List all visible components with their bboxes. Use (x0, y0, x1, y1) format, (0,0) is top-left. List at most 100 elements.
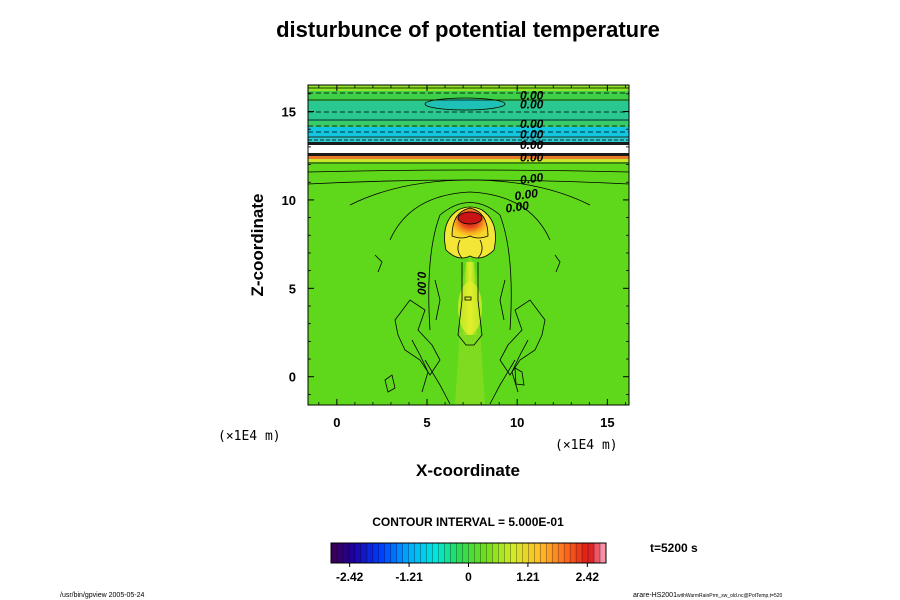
colorbar-tick-label: 0 (465, 570, 472, 584)
contour-interval-text: CONTOUR INTERVAL = 5.000E-01 (372, 515, 564, 529)
y-axis-label: Z-coordinate (248, 194, 267, 297)
contour-line (511, 339, 529, 393)
colorbar-cell (426, 543, 433, 563)
contour-line (514, 367, 525, 386)
contour-line (424, 97, 506, 111)
colorbar (330, 543, 607, 563)
plume-core (458, 282, 482, 334)
colorbar-cell (378, 543, 386, 563)
colorbar-cell (354, 543, 362, 563)
band (308, 156, 629, 159)
colorbar-cell (372, 543, 380, 563)
contour-line (457, 211, 483, 225)
footer-right-main: arare-HS2001 (633, 592, 677, 599)
x-ticks: 0 5 10 15 (318, 85, 626, 430)
colorbar-cell (360, 543, 368, 563)
colorbar-cell (444, 543, 451, 563)
contour-line (457, 262, 483, 346)
contour-label: 0.00 (519, 170, 544, 187)
colorbar-cell (504, 543, 511, 563)
plot-area: 0.000.000.000.000.000.000.000.000.000.00… (282, 84, 630, 430)
time-text: t=5200 s (650, 541, 698, 555)
footer-left: /usr/bin/gpview 2005-05-24 (60, 592, 145, 599)
band (308, 142, 629, 145)
y-tick-label: 5 (289, 281, 296, 296)
colorbar-cell (486, 543, 493, 563)
contour-line (554, 254, 561, 273)
contour-label: 0.00 (520, 150, 544, 164)
band (308, 153, 629, 156)
colorbar-cell (414, 543, 421, 563)
band (308, 91, 629, 101)
contour-label: 0.00 (520, 89, 544, 103)
x-tick-label: 10 (510, 415, 524, 430)
colorbar-cell (588, 543, 595, 563)
contour-label: 0.00 (505, 198, 530, 215)
band-ellipse (427, 99, 503, 109)
x-axis-label: X-coordinate (416, 461, 520, 480)
x-tick-label: 5 (423, 415, 430, 430)
colorbar-cell (564, 543, 571, 563)
footer-right-sub: withWarmRainPrm_sw_old.nc@PotTemp,t=520 (677, 593, 783, 599)
x-unit-label: (×1E4 m) (555, 438, 618, 453)
contour-line (411, 339, 429, 393)
colorbar-cell (456, 543, 463, 563)
contour-line (424, 359, 451, 405)
colorbar-cell (348, 543, 356, 563)
contour-lines (308, 87, 629, 405)
colorbar-cell (366, 543, 374, 563)
colorbar-cell (534, 543, 541, 563)
y-ticks: 0 5 10 15 (282, 93, 629, 395)
y-tick-label: 0 (289, 370, 296, 385)
colorbar-cell (600, 543, 607, 563)
colorbar-cell (522, 543, 529, 563)
colorbar-cell (336, 543, 344, 563)
contour-line (434, 279, 441, 321)
contour-line (389, 191, 551, 241)
z-unit-label: (×1E4 m) (218, 429, 281, 444)
contour-line (444, 206, 496, 259)
contour-label: 0.00 (520, 97, 544, 111)
colorbar-cell (402, 543, 410, 563)
colorbar-cell (510, 543, 517, 563)
colorbar-cell (468, 543, 475, 563)
footer-right: arare-HS2001withWarmRainPrm_sw_old.nc@Po… (633, 592, 783, 599)
colorbar-cell (450, 543, 457, 563)
colorbar-tick-label: -1.21 (395, 570, 423, 584)
colorbar-cell (576, 543, 583, 563)
band (308, 121, 629, 127)
colorbar-cell (342, 543, 350, 563)
band (308, 145, 629, 153)
contour-label: 0.00 (415, 271, 429, 295)
colorbar-tick-label: -2.42 (336, 570, 364, 584)
contour-line (394, 299, 441, 376)
contour-line (457, 239, 463, 259)
colorbar-cell (474, 543, 481, 563)
contour-line (451, 207, 489, 239)
y-tick-label: 15 (282, 105, 296, 120)
band (308, 101, 629, 121)
colorbar-cell (528, 543, 535, 563)
contour-line (308, 169, 629, 173)
colorbar-cell (480, 543, 487, 563)
colorbar-cell (331, 543, 338, 563)
contour-label: 0.00 (514, 186, 539, 203)
colorbar-tick-label: 2.42 (576, 570, 600, 584)
colorbar-cell (552, 543, 559, 563)
chart-title: disturbunce of potential temperature (276, 17, 660, 42)
contour-line (499, 299, 546, 376)
heatmap-field (308, 85, 629, 405)
y-tick-label: 10 (282, 193, 296, 208)
contour-line (374, 254, 383, 273)
colorbar-cell (462, 543, 469, 563)
colorbar-cell (390, 543, 398, 563)
colorbar-cell (540, 543, 547, 563)
contour-labels: 0.000.000.000.000.000.000.000.000.000.00 (415, 89, 545, 295)
colorbar-cell (420, 543, 427, 563)
contour-label: 0.00 (520, 138, 544, 152)
contour-line (349, 179, 591, 206)
colorbar-cell (432, 543, 439, 563)
colorbar-ticks: -2.42 -1.21 0 1.21 2.42 (336, 563, 599, 584)
band (308, 159, 629, 162)
colorbar-cell (396, 543, 404, 563)
